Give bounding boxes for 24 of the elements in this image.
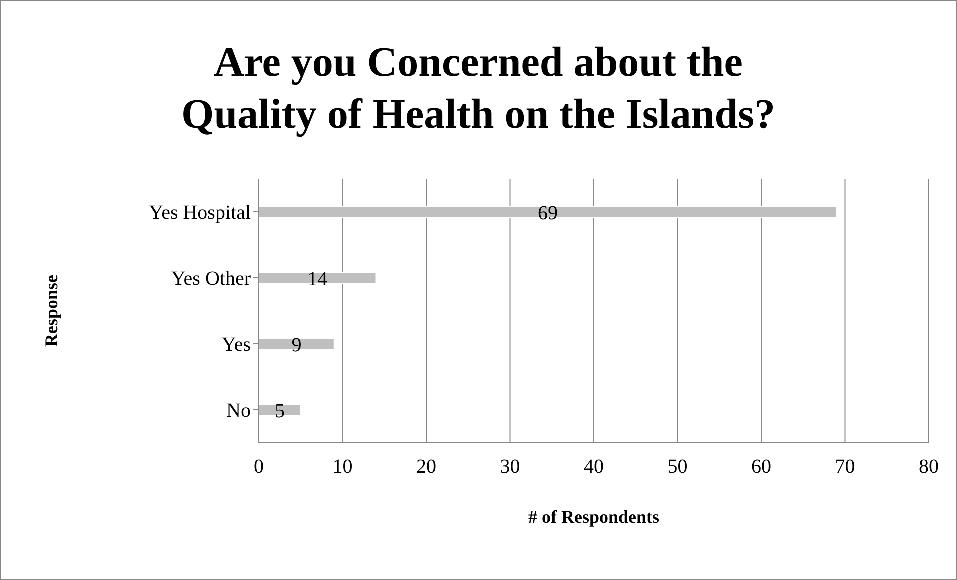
- x-tick-label: 80: [919, 456, 939, 478]
- x-tick-label: 30: [500, 456, 520, 478]
- y-tick-label: No: [226, 400, 251, 422]
- bar: [259, 206, 838, 218]
- x-tick-label: 40: [584, 456, 604, 478]
- bar: [259, 272, 377, 284]
- y-tick-label: Yes Other: [171, 268, 252, 290]
- bar: [259, 338, 335, 350]
- y-tick-label: Yes Hospital: [149, 202, 252, 224]
- y-tick-label: Yes: [222, 334, 252, 356]
- y-axis-title: Response: [41, 274, 62, 348]
- data-label: 5: [274, 400, 285, 422]
- x-axis-title: # of Respondents: [528, 507, 660, 527]
- x-tick-label: 10: [332, 456, 353, 478]
- bar: [259, 404, 302, 416]
- x-tick-label: 20: [416, 456, 436, 478]
- data-label: 69: [538, 202, 558, 224]
- x-tick-label: 60: [752, 456, 772, 478]
- x-tick-label: 70: [835, 456, 856, 478]
- data-label: 14: [308, 268, 328, 290]
- x-tick-label: 50: [668, 456, 688, 478]
- x-tick-label: 0: [254, 456, 264, 478]
- data-label: 9: [292, 334, 302, 356]
- chart-title: Are you Concerned about the Quality of Health on the Islands?: [180, 38, 776, 140]
